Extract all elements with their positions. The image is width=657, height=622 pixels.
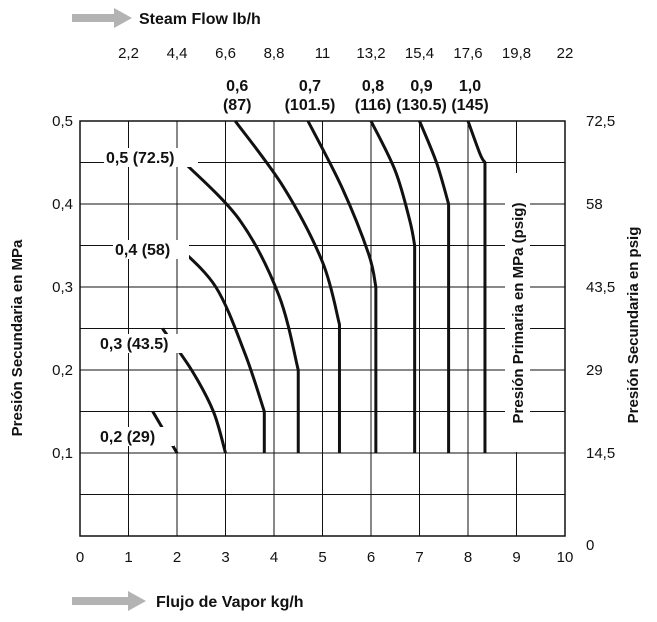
top-tick-label: 19,8 <box>502 45 531 62</box>
top-tick-label: 4,4 <box>167 45 188 62</box>
left-axis-title: Presión Secundaria en MPa <box>9 239 26 436</box>
series-label-line1: 1,0 <box>459 78 481 95</box>
series-line <box>306 120 378 453</box>
series-label: 0,3 (43.5) <box>100 336 168 353</box>
y-tick-label: 0,1 <box>52 445 73 462</box>
series-label: 0,2 (29) <box>100 429 155 446</box>
right-tick-label: 14,5 <box>586 445 615 462</box>
bottom-axis-title: Flujo de Vapor kg/h <box>156 594 304 611</box>
grid <box>80 121 565 536</box>
x-tick-label: 2 <box>173 549 181 566</box>
top-tick-label: 13,2 <box>356 45 385 62</box>
series-label-line1: 0,9 <box>410 78 432 95</box>
bottom-axis-title-group: Flujo de Vapor kg/h <box>72 591 304 611</box>
x-tick-label: 7 <box>415 549 423 566</box>
top-tick-label: 2,2 <box>118 45 139 62</box>
x-tick-label: 6 <box>367 549 375 566</box>
bottom-arrow-icon <box>72 591 146 611</box>
x-tick-label: 1 <box>124 549 132 566</box>
right-tick-labels: 0 14,5 29 43,5 58 72,5 <box>586 113 615 554</box>
x-tick-label: 8 <box>464 549 472 566</box>
series-label-background <box>104 148 198 167</box>
series-label-background <box>98 427 174 446</box>
series-label: 0,4 (58) <box>115 242 170 259</box>
series-label-line2: (87) <box>223 97 251 114</box>
x-tick-label: 9 <box>512 549 520 566</box>
y-tick-label: 0,3 <box>52 279 73 296</box>
series-label-background <box>98 334 192 353</box>
series-label-line2: (145) <box>451 97 488 114</box>
series-line <box>466 120 487 453</box>
series-line <box>175 244 266 453</box>
right-tick-label: 58 <box>586 196 603 213</box>
right-axis-title: Presión Secundaria en psig <box>625 227 642 424</box>
x-tick-label: 4 <box>270 549 278 566</box>
top-tick-label: 11 <box>315 45 331 62</box>
series-label-line2: (130.5) <box>396 97 447 114</box>
y-tick-label: 0,5 <box>52 113 73 130</box>
series-lines <box>151 120 487 454</box>
top-tick-label: 8,8 <box>264 45 285 62</box>
top-tick-label: 15,4 <box>405 45 434 62</box>
top-tick-label: 6,6 <box>215 45 236 62</box>
y-tick-label: 0,4 <box>52 196 73 213</box>
series-label-line2: (101.5) <box>285 97 336 114</box>
right-tick-label: 72,5 <box>586 113 615 130</box>
plot-frame <box>79 120 566 537</box>
series-line <box>418 120 451 453</box>
top-axis-title: Steam Flow lb/h <box>139 11 261 28</box>
top-axis-title-group: Steam Flow lb/h <box>72 8 261 28</box>
series-line <box>183 161 300 453</box>
inner-axis-title-background <box>505 173 530 452</box>
x-tick-label: 3 <box>221 549 229 566</box>
series-label-background <box>113 240 189 259</box>
series-label-line2: (116) <box>355 97 391 114</box>
y-tick-label: 0,2 <box>52 362 73 379</box>
x-tick-label: 5 <box>318 549 326 566</box>
right-tick-label: 29 <box>586 362 603 379</box>
x-tick-label: 10 <box>557 549 574 566</box>
series-label-line1: 0,6 <box>226 78 248 95</box>
series-labels: 0,2 (29) 0,3 (43.5) 0,4 (58) 0,5 (72.5) 0,6 (… <box>98 78 489 446</box>
top-arrow-icon <box>72 8 132 28</box>
top-tick-label: 17,6 <box>453 45 482 62</box>
x-tick-label: 0 <box>76 549 84 566</box>
top-tick-label: 22 <box>557 45 574 62</box>
series-label: 0,5 (72.5) <box>106 150 174 167</box>
right-tick-label: 43,5 <box>586 279 615 296</box>
series-line <box>233 120 341 453</box>
top-tick-labels: 2,2 4,4 6,6 8,8 11 13,2 15,4 17,6 19,8 22 <box>118 45 573 62</box>
series-label-line1: 0,7 <box>299 78 321 95</box>
y-tick-labels: 0,1 0,2 0,3 0,4 0,5 <box>52 113 73 462</box>
right-tick-label: 0 <box>586 537 594 554</box>
series-line <box>369 120 417 453</box>
series-label-line1: 0,8 <box>362 78 384 95</box>
inner-axis-title: Presión Primaria en MPa (psig) <box>510 203 527 424</box>
x-tick-labels: 0 1 2 3 4 5 6 7 8 9 10 <box>76 549 574 566</box>
